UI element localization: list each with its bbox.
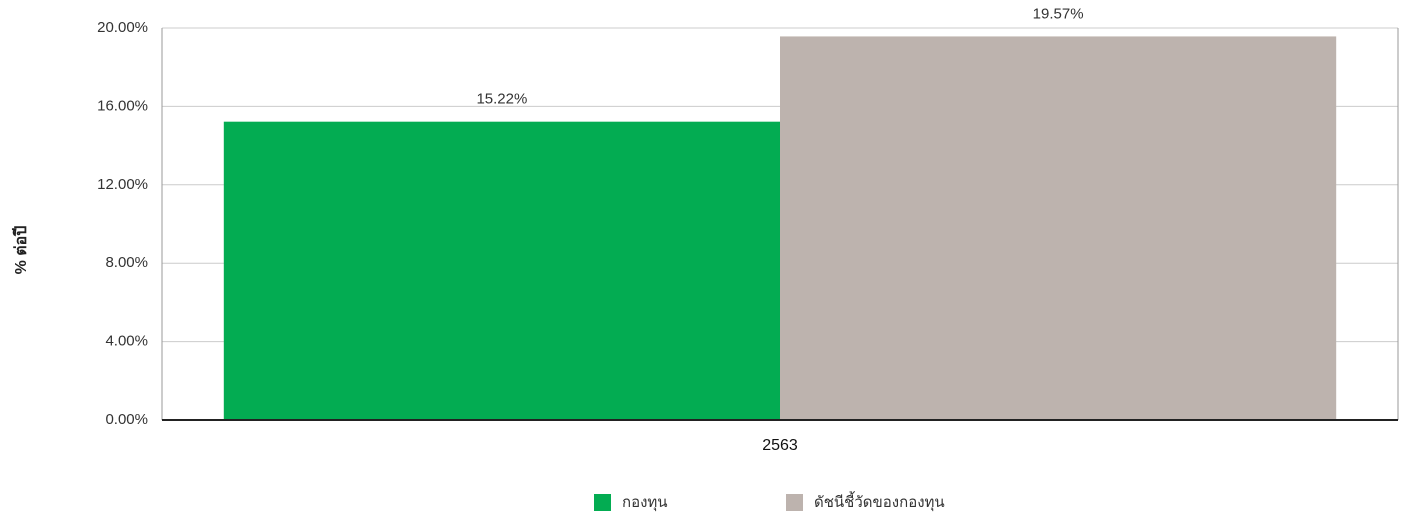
y-tick-label: 12.00% (97, 176, 148, 193)
y-tick-label: 16.00% (97, 97, 148, 114)
y-tick-label: 4.00% (105, 333, 148, 350)
legend-swatch (786, 494, 803, 511)
legend-label: ดัชนีชี้วัดของกองทุน (814, 491, 945, 512)
bar (223, 121, 781, 421)
y-tick-label: 8.00% (105, 254, 148, 271)
legend-label: กองทุน (622, 494, 668, 512)
bar (780, 36, 1337, 420)
y-tick-label: 20.00% (97, 19, 148, 36)
data-label: 19.57% (1033, 5, 1084, 22)
y-tick-label: 0.00% (105, 411, 148, 428)
legend-swatch (594, 494, 611, 511)
y-axis-label: % ต่อปี (11, 226, 30, 275)
x-tick-label: 2563 (762, 437, 798, 454)
data-label: 15.22% (476, 91, 527, 108)
